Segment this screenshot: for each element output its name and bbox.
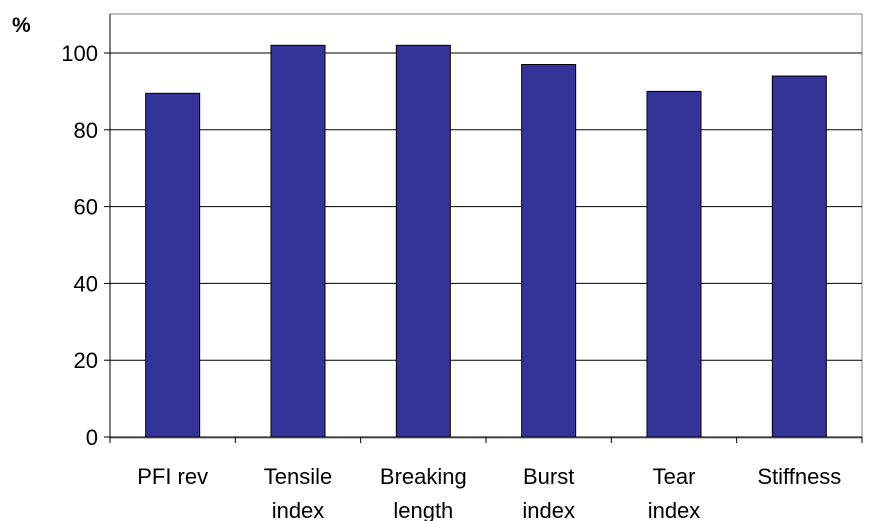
x-category-label: PFI rev bbox=[137, 464, 208, 489]
y-tick-label: 0 bbox=[86, 425, 98, 450]
x-category-label-line: Stiffness bbox=[757, 464, 841, 489]
x-category-label: Burst index bbox=[522, 464, 575, 521]
x-category-label-line: index bbox=[522, 498, 575, 521]
bar bbox=[270, 44, 326, 438]
y-tick-label: 80 bbox=[74, 118, 98, 143]
y-tick-label: 20 bbox=[74, 348, 98, 373]
y-tick-label: 100 bbox=[61, 41, 98, 66]
plot-area bbox=[109, 13, 863, 439]
bar bbox=[145, 92, 201, 438]
bar bbox=[395, 44, 451, 438]
x-category-label-line: Tear bbox=[653, 464, 696, 489]
x-category-label: Tear index bbox=[648, 464, 701, 521]
bar bbox=[646, 90, 702, 438]
x-category-label: Stiffness bbox=[757, 464, 841, 489]
x-category-label-line: length bbox=[393, 498, 453, 521]
y-unit-label: % bbox=[12, 14, 31, 37]
x-category-label-line: Breaking bbox=[380, 464, 467, 489]
axes bbox=[104, 14, 863, 443]
gridlines bbox=[110, 52, 862, 361]
bar bbox=[521, 64, 577, 438]
x-category-label: Tensile index bbox=[264, 464, 332, 521]
x-category-label-line: PFI rev bbox=[137, 464, 208, 489]
x-category-label: Breaking length bbox=[380, 464, 467, 521]
labels: 0 20 40 60 80 100 PFI rev Tensile index Breaking l… bbox=[61, 41, 841, 521]
y-tick-label: 60 bbox=[74, 195, 98, 220]
x-category-label-line: index bbox=[272, 498, 325, 521]
bars bbox=[145, 44, 827, 438]
x-category-label-line: Burst bbox=[523, 464, 574, 489]
y-tick-label: 40 bbox=[74, 271, 98, 296]
x-category-label-line: index bbox=[648, 498, 701, 521]
x-category-label-line: Tensile bbox=[264, 464, 332, 489]
bar bbox=[771, 75, 827, 438]
